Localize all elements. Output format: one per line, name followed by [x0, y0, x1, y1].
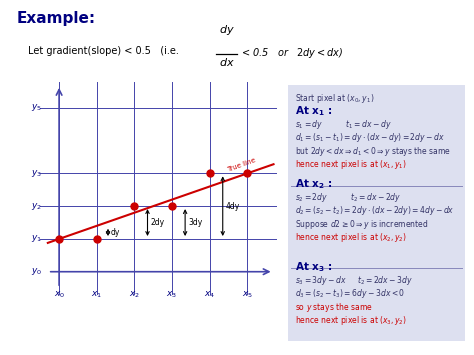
Text: $x_3$: $x_3$ [166, 290, 177, 300]
Text: $y_2$: $y_2$ [31, 201, 42, 212]
Text: At $\mathbf{x_2}$ :: At $\mathbf{x_2}$ : [295, 177, 332, 191]
Text: $d_3 = (s_2 - t_3) = 6dy - 3dx < 0$: $d_3 = (s_2 - t_3) = 6dy - 3dx < 0$ [295, 287, 405, 300]
Text: $d_2 = (s_2 - t_2) = 2dy \cdot (dx - 2dy) = 4dy - dx$: $d_2 = (s_2 - t_2) = 2dy \cdot (dx - 2dy… [295, 204, 455, 217]
Text: $s_1 = dy$          $t_1 = dx - dy$: $s_1 = dy$ $t_1 = dx - dy$ [295, 119, 392, 131]
FancyBboxPatch shape [284, 80, 469, 346]
Text: $y_3$: $y_3$ [31, 168, 42, 179]
Text: Suppose $d2 \geq 0 \Rightarrow y$ is incremented: Suppose $d2 \geq 0 \Rightarrow y$ is inc… [295, 218, 428, 231]
Text: dy: dy [111, 228, 120, 237]
Text: but $2dy < dx \Rightarrow d_1 < 0 \Rightarrow y$ stays the same: but $2dy < dx \Rightarrow d_1 < 0 \Right… [295, 145, 451, 158]
Text: At $\mathbf{x_3}$ :: At $\mathbf{x_3}$ : [295, 260, 332, 274]
Text: so $y$ stays the same: so $y$ stays the same [295, 301, 373, 314]
Text: True line: True line [227, 158, 256, 173]
Text: $y_1$: $y_1$ [31, 234, 42, 245]
Text: Start pixel at $(x_0,y_1)$: Start pixel at $(x_0,y_1)$ [295, 92, 374, 105]
Text: 4dy: 4dy [226, 202, 240, 211]
Text: $y_5$: $y_5$ [31, 102, 42, 113]
Text: $dy$: $dy$ [219, 23, 235, 37]
Text: $dx$: $dx$ [219, 56, 235, 68]
Text: $x_0$: $x_0$ [54, 290, 64, 300]
Text: $s_3 = 3dy - dx$     $t_2 = 2dx - 3dy$: $s_3 = 3dy - dx$ $t_2 = 2dx - 3dy$ [295, 274, 413, 287]
Text: < 0.5   or   $2dy < dx$): < 0.5 or $2dy < dx$) [241, 46, 343, 60]
Text: $x_1$: $x_1$ [91, 290, 102, 300]
Text: 3dy: 3dy [188, 218, 202, 227]
Text: $y_0$: $y_0$ [31, 266, 42, 277]
Text: $s_2 = 2dy$          $t_2 = dx - 2dy$: $s_2 = 2dy$ $t_2 = dx - 2dy$ [295, 191, 401, 204]
Text: hence next pixel is at $(x_3,y_2)$: hence next pixel is at $(x_3,y_2)$ [295, 314, 407, 327]
Text: $x_2$: $x_2$ [129, 290, 140, 300]
Text: 2dy: 2dy [151, 218, 164, 227]
Text: $x_4$: $x_4$ [204, 290, 215, 300]
Text: Example:: Example: [17, 11, 96, 26]
Text: hence next pixel is at $(x_1,y_1)$: hence next pixel is at $(x_1,y_1)$ [295, 158, 407, 171]
Text: hence next pixel is at $(x_2,y_2)$: hence next pixel is at $(x_2,y_2)$ [295, 231, 407, 244]
Text: At $\mathbf{x_1}$ :: At $\mathbf{x_1}$ : [295, 104, 332, 118]
Text: $d_1 = (s_1 - t_1) = dy \cdot (dx - dy) = 2dy - dx$: $d_1 = (s_1 - t_1) = dy \cdot (dx - dy) … [295, 131, 445, 144]
Text: $x_5$: $x_5$ [242, 290, 253, 300]
Text: Let gradient(slope) < 0.5   (i.e.: Let gradient(slope) < 0.5 (i.e. [28, 46, 179, 56]
